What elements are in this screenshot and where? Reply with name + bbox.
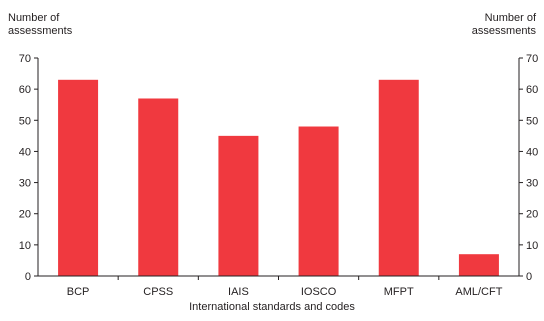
bar-iosco xyxy=(299,127,339,276)
y-tick-label-right: 40 xyxy=(526,146,538,158)
y-tick-label-left: 60 xyxy=(19,84,31,96)
y-tick-label-left: 20 xyxy=(19,209,31,221)
x-tick-label: IOSCO xyxy=(301,286,337,298)
x-tick-label: IAIS xyxy=(228,286,249,298)
bar-mfpt xyxy=(379,80,419,276)
y-tick-label-left: 50 xyxy=(19,115,31,127)
bars-group xyxy=(58,80,499,276)
y-tick-label-left: 30 xyxy=(19,178,31,190)
bar-cpss xyxy=(138,98,178,276)
y-tick-label-right: 30 xyxy=(526,178,538,190)
y-tick-label-right: 10 xyxy=(526,240,538,252)
bar-iais xyxy=(218,136,258,276)
y-tick-label-left: 70 xyxy=(19,53,31,65)
y-tick-label-right: 70 xyxy=(526,53,538,65)
y-tick-label-right: 50 xyxy=(526,115,538,127)
y-tick-label-left: 10 xyxy=(19,240,31,252)
y-tick-label-right: 0 xyxy=(526,271,532,283)
bar-aml-cft xyxy=(459,254,499,276)
y-tick-label-right: 20 xyxy=(526,209,538,221)
x-axis-title: International standards and codes xyxy=(0,301,544,313)
y-tick-label-left: 40 xyxy=(19,146,31,158)
x-tick-label: BCP xyxy=(67,286,90,298)
bar-bcp xyxy=(58,80,98,276)
y-tick-label-left: 0 xyxy=(25,271,31,283)
x-tick-label: MFPT xyxy=(384,286,414,298)
axes-group xyxy=(38,58,519,276)
x-tick-label: AML/CFT xyxy=(455,286,502,298)
y-tick-label-right: 60 xyxy=(526,84,538,96)
x-tick-label: CPSS xyxy=(143,286,173,298)
